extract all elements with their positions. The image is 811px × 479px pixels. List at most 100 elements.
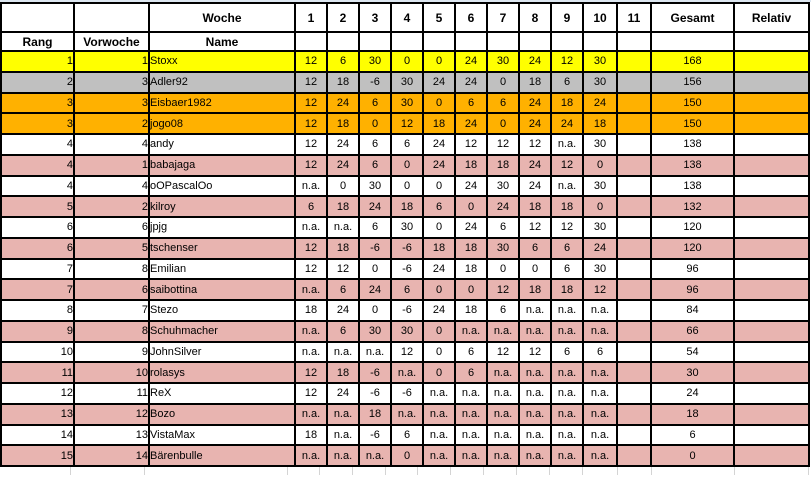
week-value-cell[interactable]: 30	[486, 236, 520, 260]
relativ-cell[interactable]	[733, 299, 810, 322]
week-value-cell[interactable]: 24	[518, 174, 552, 198]
prev-week-cell[interactable]: 1	[73, 50, 150, 73]
week-value-cell[interactable]: 12	[550, 216, 584, 239]
week-value-cell[interactable]: 24	[518, 112, 552, 135]
week-value-cell[interactable]: 18	[518, 70, 552, 94]
week-value-cell[interactable]: 18	[390, 195, 424, 218]
total-cell[interactable]: 0	[650, 444, 735, 467]
week-value-cell[interactable]: n.a.	[486, 444, 520, 467]
total-cell[interactable]: 18	[650, 402, 735, 426]
relativ-cell[interactable]	[733, 50, 810, 73]
name-cell[interactable]: kilroy	[148, 195, 296, 218]
week-value-cell[interactable]: 24	[454, 216, 488, 239]
week-value-cell[interactable]: n.a.	[454, 382, 488, 405]
week-value-cell[interactable]: 12	[294, 50, 328, 73]
week-value-cell[interactable]: n.a.	[550, 174, 584, 198]
name-cell[interactable]: jogo08	[148, 112, 296, 135]
week-value-cell[interactable]: 24	[454, 174, 488, 198]
week-value-cell[interactable]: n.a.	[550, 319, 584, 343]
week-value-cell[interactable]: 12	[518, 133, 552, 156]
week-value-cell[interactable]: n.a.	[582, 361, 618, 384]
week-value-cell[interactable]: n.a.	[422, 382, 456, 405]
week-value-cell[interactable]: 24	[326, 91, 360, 115]
week-value-cell[interactable]	[616, 236, 652, 260]
week-value-cell[interactable]: 12	[294, 70, 328, 94]
prev-week-cell[interactable]: 3	[73, 91, 150, 115]
week-value-cell[interactable]: n.a.	[582, 402, 618, 426]
week-value-cell[interactable]: 18	[294, 299, 328, 322]
week-number-header[interactable]: 3	[358, 2, 392, 33]
week-value-cell[interactable]: 18	[326, 361, 360, 384]
week-value-cell[interactable]: n.a.	[550, 299, 584, 322]
week-value-cell[interactable]: 0	[390, 50, 424, 73]
week-value-cell[interactable]: 0	[486, 112, 520, 135]
week-value-cell[interactable]: 24	[454, 50, 488, 73]
prev-week-cell[interactable]: 6	[73, 278, 150, 301]
week-value-cell[interactable]: n.a.	[422, 423, 456, 447]
week-value-cell[interactable]: n.a.	[294, 402, 328, 426]
empty-header-cell[interactable]	[550, 31, 584, 52]
week-value-cell[interactable]: n.a.	[582, 382, 618, 405]
prev-week-cell[interactable]: 3	[73, 70, 150, 94]
week-value-cell[interactable]: 6	[518, 236, 552, 260]
week-value-cell[interactable]: 6	[358, 216, 392, 239]
relativ-cell[interactable]	[733, 423, 810, 447]
woche-header-cell[interactable]: Woche	[148, 2, 296, 33]
week-value-cell[interactable]: 6	[582, 340, 618, 364]
week-value-cell[interactable]: 24	[326, 153, 360, 177]
week-value-cell[interactable]: 0	[358, 112, 392, 135]
name-cell[interactable]: babajaga	[148, 153, 296, 177]
week-value-cell[interactable]: n.a.	[326, 444, 360, 467]
rank-cell[interactable]: 7	[0, 257, 75, 281]
week-value-cell[interactable]: 0	[486, 257, 520, 281]
week-value-cell[interactable]: 12	[326, 257, 360, 281]
week-value-cell[interactable]: 30	[390, 319, 424, 343]
week-value-cell[interactable]	[616, 133, 652, 156]
week-value-cell[interactable]: 0	[422, 361, 456, 384]
week-value-cell[interactable]	[616, 195, 652, 218]
week-value-cell[interactable]: n.a.	[358, 444, 392, 467]
week-number-header[interactable]: 6	[454, 2, 488, 33]
prev-week-cell[interactable]: 14	[73, 444, 150, 467]
week-value-cell[interactable]: 18	[326, 70, 360, 94]
rank-cell[interactable]: 15	[0, 444, 75, 467]
rank-cell[interactable]: 10	[0, 340, 75, 364]
rank-cell[interactable]: 4	[0, 174, 75, 198]
week-value-cell[interactable]: n.a.	[358, 340, 392, 364]
week-value-cell[interactable]: 30	[390, 70, 424, 94]
week-value-cell[interactable]: 12	[518, 340, 552, 364]
name-cell[interactable]: Schuhmacher	[148, 319, 296, 343]
week-value-cell[interactable]: 18	[358, 402, 392, 426]
week-value-cell[interactable]: 0	[422, 278, 456, 301]
empty-header-cell[interactable]	[0, 2, 75, 33]
name-cell[interactable]: Stoxx	[148, 50, 296, 73]
empty-header-cell[interactable]	[616, 31, 652, 52]
total-cell[interactable]: 138	[650, 174, 735, 198]
total-cell[interactable]: 156	[650, 70, 735, 94]
week-value-cell[interactable]	[616, 153, 652, 177]
week-value-cell[interactable]	[616, 257, 652, 281]
week-value-cell[interactable]: 24	[326, 382, 360, 405]
rank-cell[interactable]: 14	[0, 423, 75, 447]
week-value-cell[interactable]: n.a.	[454, 319, 488, 343]
week-value-cell[interactable]: 30	[582, 174, 618, 198]
week-value-cell[interactable]: 24	[422, 257, 456, 281]
relativ-cell[interactable]	[733, 257, 810, 281]
week-number-header[interactable]: 7	[486, 2, 520, 33]
name-header-cell[interactable]: Name	[148, 31, 296, 52]
week-value-cell[interactable]: 24	[518, 153, 552, 177]
week-value-cell[interactable]: 0	[358, 257, 392, 281]
week-value-cell[interactable]: 12	[294, 382, 328, 405]
week-value-cell[interactable]: 24	[518, 91, 552, 115]
week-value-cell[interactable]: 0	[358, 299, 392, 322]
week-value-cell[interactable]: n.a.	[550, 382, 584, 405]
week-value-cell[interactable]: n.a.	[582, 319, 618, 343]
week-value-cell[interactable]: 30	[582, 216, 618, 239]
week-value-cell[interactable]: 0	[518, 257, 552, 281]
week-value-cell[interactable]: -6	[358, 423, 392, 447]
week-value-cell[interactable]	[616, 91, 652, 115]
week-value-cell[interactable]: 6	[326, 319, 360, 343]
total-cell[interactable]: 168	[650, 50, 735, 73]
total-cell[interactable]: 30	[650, 361, 735, 384]
relativ-cell[interactable]	[733, 91, 810, 115]
